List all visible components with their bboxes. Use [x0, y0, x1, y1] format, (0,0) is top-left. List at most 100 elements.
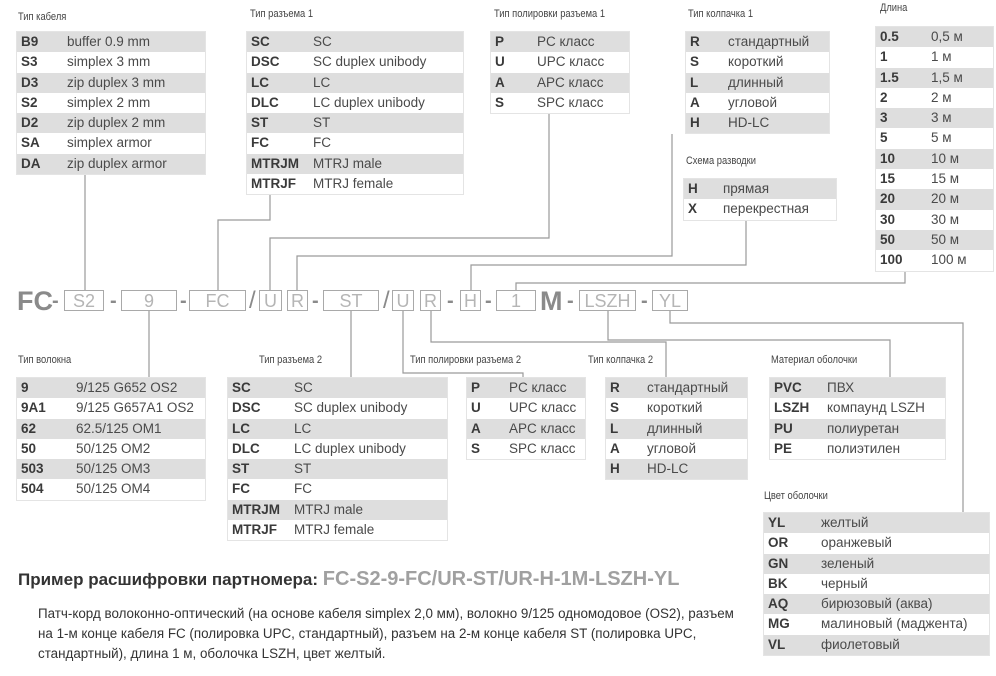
row-description: zip duplex 2 mm	[67, 115, 166, 131]
row-description: SPC класс	[537, 94, 604, 110]
table-row: PE полиэтилен	[770, 439, 945, 459]
cap2-type-label: Тип колпачка 2	[588, 354, 654, 366]
table-row: VL фиолетовый	[764, 634, 989, 656]
row-code: ST	[251, 115, 269, 131]
line-length	[515, 271, 906, 290]
row-description: HD-LC	[728, 115, 770, 131]
row-code: SA	[21, 135, 40, 151]
row-description: компаунд LSZH	[827, 400, 925, 416]
row-code: SC	[232, 380, 251, 395]
length-table: 0.5 0,5 м 1 1 м 1.5 1,5 м 2 2 м 3 3 м 5 5 м 10 10 м 15…	[875, 26, 994, 272]
example-part-number: FC-S2-9-FC/UR-ST/UR-H-1M-LSZH-YL	[322, 568, 680, 590]
code-box-fiber: 9	[121, 290, 177, 311]
row-description: полиэтилен	[827, 440, 901, 456]
row-description: LC	[313, 74, 331, 90]
row-code: PU	[774, 420, 793, 436]
polish1-type-label: Тип полировки разъема 1	[494, 8, 606, 20]
code-slash: /	[383, 287, 390, 314]
table-row: SA simplex armor	[17, 133, 205, 153]
table-row: MTRJF MTRJ female	[228, 520, 447, 540]
table-row: 9 9/125 G652 OS2	[17, 378, 205, 399]
table-row: S SPC класс	[467, 439, 585, 459]
row-code: LC	[251, 74, 269, 90]
row-code: S	[495, 94, 505, 110]
fiber-type-label: Тип волокна	[18, 354, 72, 366]
row-description: FC	[294, 481, 312, 497]
row-description: simplex 2 mm	[67, 94, 151, 110]
row-code: 62	[21, 420, 37, 436]
table-row: 50 50 м	[876, 229, 993, 251]
row-description: фиолетовый	[821, 636, 900, 652]
table-row: DSC SC duplex unibody	[247, 52, 463, 72]
table-row: S3 simplex 3 mm	[17, 52, 205, 72]
table-row: OR оранжевый	[764, 533, 989, 553]
row-code: D2	[21, 115, 39, 131]
table-row: DLC LC duplex unibody	[247, 93, 463, 113]
cable-type-table: B9 buffer 0.9 mm S3 simplex 3 mm D3 zip duple…	[16, 31, 206, 176]
row-code: LSZH	[774, 400, 810, 416]
row-code: MTRJM	[232, 501, 280, 517]
row-description: SC duplex unibody	[313, 54, 427, 70]
table-row: DSC SC duplex unibody	[228, 398, 447, 418]
row-code: P	[471, 380, 481, 395]
row-code: MTRJF	[232, 522, 277, 538]
row-description: угловой	[647, 440, 696, 456]
row-code: 2	[880, 89, 888, 105]
row-code: U	[495, 54, 505, 70]
row-description: 1 м	[931, 49, 952, 65]
row-description: SC	[294, 380, 313, 395]
row-description: оранжевый	[821, 535, 892, 551]
row-description: ПВХ	[827, 380, 855, 395]
row-code: B9	[21, 34, 39, 49]
row-code: 1	[880, 49, 888, 65]
row-code: S	[471, 440, 481, 456]
table-row: MG малиновый (маджента)	[764, 614, 989, 634]
row-code: S	[690, 54, 700, 70]
table-row: YL желтый	[764, 513, 989, 534]
row-description: 15 м	[931, 171, 960, 187]
row-code: H	[688, 181, 698, 196]
row-description: малиновый (маджента)	[821, 616, 968, 632]
code-dash: -	[312, 290, 319, 312]
row-description: 9/125 G652 OS2	[76, 380, 178, 395]
row-code: 100	[880, 252, 903, 268]
code-box-length: 1	[496, 290, 536, 311]
row-code: DLC	[232, 440, 260, 456]
row-description: полиуретан	[827, 420, 900, 436]
table-row: LSZH компаунд LSZH	[770, 398, 945, 418]
row-code: 9A1	[21, 400, 46, 416]
table-row: U UPC класс	[467, 398, 585, 418]
code-meter: M	[540, 286, 563, 316]
row-description: короткий	[728, 54, 784, 70]
code-box-scheme: H	[460, 290, 481, 311]
row-description: 50/125 OM4	[76, 481, 151, 497]
scheme-label: Схема разводки	[686, 155, 756, 167]
row-description: желтый	[821, 515, 869, 530]
row-code: MG	[768, 616, 790, 632]
row-code: A	[690, 94, 700, 110]
table-row: MTRJM MTRJ male	[228, 499, 447, 521]
connector1-type-table: SC SC DSC SC duplex unibody LC LC DLC LC duplex…	[246, 31, 464, 196]
code-box-cap2: R	[420, 290, 441, 311]
row-description: 62.5/125 OM1	[76, 420, 162, 436]
row-code: DSC	[232, 400, 261, 416]
table-row: 100 100 м	[876, 250, 993, 270]
row-code: R	[690, 34, 700, 49]
row-description: FC	[313, 135, 331, 151]
color-label: Цвет оболочки	[764, 490, 828, 502]
table-row: B9 buffer 0.9 mm	[17, 32, 205, 53]
line-connector1	[217, 194, 271, 290]
table-row: A APC класс	[467, 418, 585, 439]
row-description: длинный	[728, 74, 784, 90]
row-code: 5	[880, 130, 888, 146]
table-row: LC LC	[228, 418, 447, 439]
code-slash: /	[249, 287, 256, 314]
table-row: 10 10 м	[876, 148, 993, 170]
row-description: 9/125 G657A1 OS2	[76, 400, 194, 416]
